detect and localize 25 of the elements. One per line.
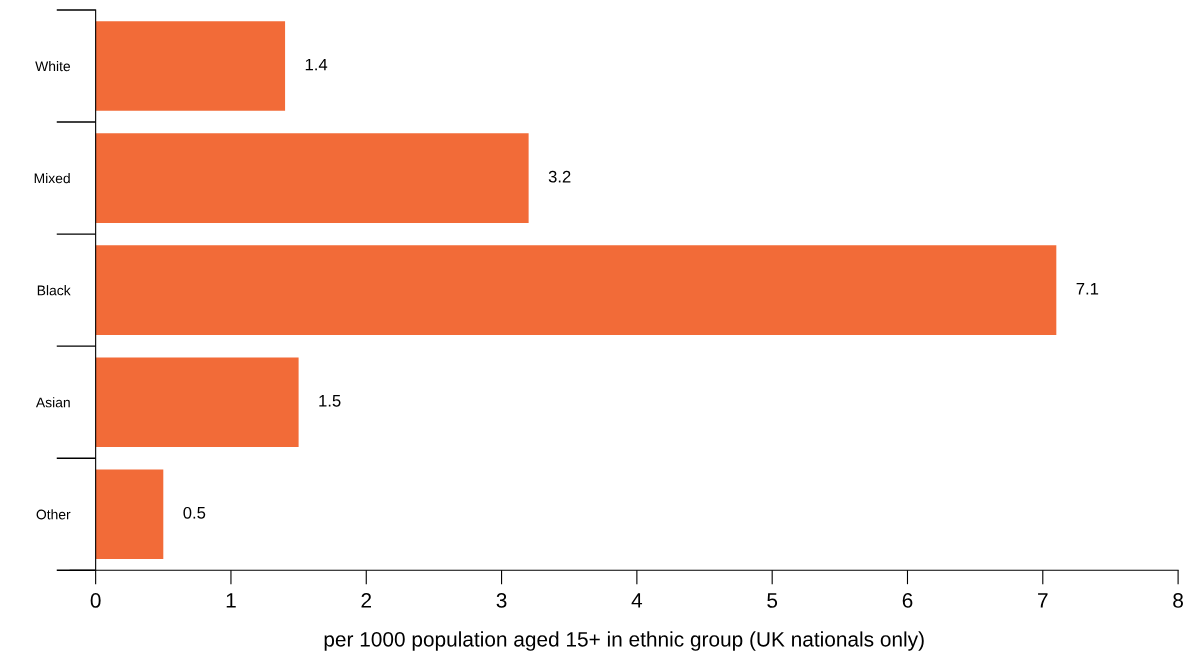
- y-tick-label: White: [35, 61, 71, 72]
- x-tick-label: 4: [631, 593, 643, 608]
- x-tick-label: 6: [902, 593, 913, 608]
- bar: [95, 133, 529, 223]
- data-label: 1.5: [319, 395, 341, 407]
- bar: [95, 469, 164, 560]
- y-tick-label: Other: [36, 509, 71, 520]
- x-tick-label: 8: [1173, 593, 1183, 608]
- bar: [95, 21, 286, 111]
- x-tick-label: 3: [496, 593, 507, 608]
- x-tick-label: 7: [1038, 593, 1048, 608]
- x-tick-label: 0: [90, 593, 101, 608]
- y-tick-label: Mixed: [34, 173, 70, 184]
- x-axis-title: per 1000 population aged 15+ in ethnic group (UK nationals only): [324, 631, 924, 651]
- x-tick-label: 5: [767, 593, 778, 608]
- y-tick-label: Asian: [35, 397, 70, 408]
- data-label: 0.5: [183, 506, 206, 519]
- bar: [95, 357, 299, 448]
- x-tick-label: 1: [226, 593, 236, 608]
- y-tick-label: Black: [37, 285, 71, 296]
- x-tick-label: 2: [361, 593, 372, 608]
- data-label: 1.4: [305, 58, 328, 71]
- data-label: 7.1: [1076, 282, 1099, 295]
- bar: [95, 245, 1057, 335]
- data-label: 3.2: [548, 170, 571, 183]
